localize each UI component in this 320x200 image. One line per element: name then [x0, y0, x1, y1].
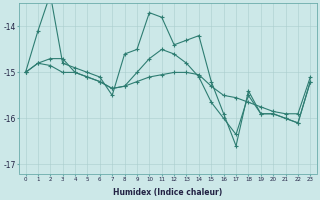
- X-axis label: Humidex (Indice chaleur): Humidex (Indice chaleur): [113, 188, 222, 197]
